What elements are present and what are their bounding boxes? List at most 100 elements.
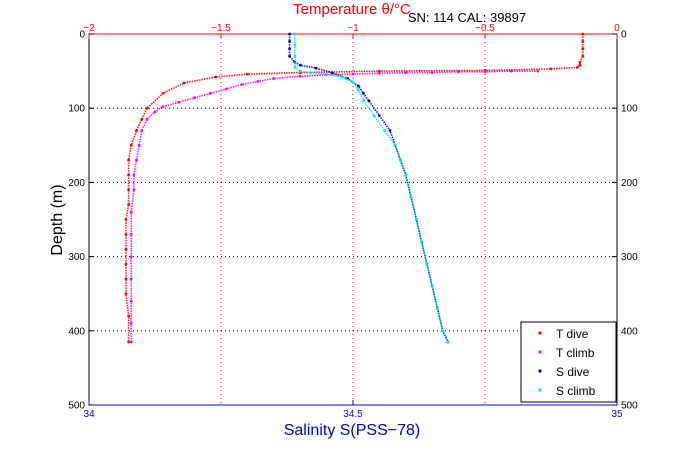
data-point (576, 66, 579, 69)
top-axis-title: Temperature θ/°C (293, 1, 411, 18)
data-point (420, 240, 423, 244)
data-point (578, 63, 582, 67)
data-point (135, 129, 138, 132)
data-point (132, 188, 136, 192)
data-point (129, 299, 133, 303)
data-point (145, 117, 149, 121)
data-point (132, 173, 136, 177)
y-axis-title: Depth (m) (49, 184, 66, 255)
data-point (127, 340, 130, 344)
data-point (293, 32, 297, 36)
data-point (536, 69, 540, 73)
series-s-climb (293, 32, 450, 344)
data-marks (124, 32, 585, 344)
data-point (124, 262, 128, 266)
left-tick-label: 500 (68, 401, 85, 412)
data-point (430, 284, 434, 288)
data-point (140, 117, 144, 121)
data-point (127, 173, 130, 177)
data-point (309, 71, 313, 74)
data-point (127, 188, 130, 192)
data-point (351, 80, 355, 84)
data-point (240, 83, 244, 86)
data-point (288, 40, 291, 43)
data-point (362, 92, 365, 95)
data-point (124, 218, 128, 221)
right-tick-label: 300 (621, 252, 638, 263)
serial-calibration-annotation: SN: 114 CAL: 39897 (408, 10, 526, 25)
data-point (399, 158, 402, 162)
data-point (214, 75, 218, 79)
data-point (288, 54, 291, 58)
data-point (581, 54, 585, 58)
data-point (256, 80, 260, 83)
left-tick-label: 300 (68, 252, 85, 263)
data-point (124, 292, 128, 296)
data-point (298, 63, 302, 67)
legend-label: T dive (556, 327, 589, 341)
left-tick-label: 400 (68, 326, 85, 337)
data-point (356, 88, 360, 92)
series-t-dive (124, 32, 585, 344)
data-point (393, 143, 397, 147)
data-point (127, 203, 130, 207)
bottom-axis-title: Salinity S(PSS−78) (284, 422, 421, 439)
data-point (483, 70, 487, 74)
top-tick-label: 0 (614, 23, 620, 34)
left-tick-label: 100 (68, 104, 85, 115)
data-point (124, 247, 128, 251)
data-point (177, 100, 181, 104)
data-point (127, 314, 130, 318)
data-point (140, 129, 144, 132)
left-tick-label: 200 (68, 178, 85, 189)
legend-label: S climb (556, 384, 596, 398)
data-point (298, 69, 302, 73)
data-point (161, 105, 165, 109)
legend-items: T dive T climb S dive S climb (538, 327, 596, 398)
data-point (415, 218, 418, 221)
data-point (549, 67, 553, 71)
right-tick-label: 100 (621, 104, 638, 115)
data-point (288, 47, 291, 51)
legend-label: T climb (556, 346, 595, 360)
data-point (129, 143, 133, 147)
data-point (581, 40, 585, 43)
grid (89, 34, 617, 405)
data-point (457, 70, 460, 74)
legend: T dive T climb S dive S climb (520, 321, 617, 403)
data-point (145, 106, 149, 110)
top-tick-label: −0.5 (475, 23, 495, 34)
left-tick-label: 0 (79, 30, 85, 41)
data-point (272, 77, 276, 80)
data-point (356, 84, 360, 88)
right-tick-label: 0 (621, 30, 627, 41)
data-point (367, 99, 371, 103)
data-point (124, 232, 128, 236)
data-point (446, 340, 450, 344)
data-point (378, 71, 381, 75)
series-trace (130, 70, 538, 342)
data-point (581, 32, 585, 36)
data-point (124, 277, 128, 281)
data-point (436, 307, 439, 310)
data-point (135, 158, 138, 162)
top-tick-label: −1 (347, 23, 359, 34)
data-point (378, 69, 381, 73)
data-point (341, 75, 344, 79)
data-point (224, 87, 228, 91)
data-point (404, 71, 408, 74)
data-point (129, 277, 133, 281)
data-point (372, 114, 376, 117)
data-point (129, 232, 133, 236)
data-point (137, 143, 141, 147)
data-point (362, 99, 365, 103)
data-point (330, 71, 334, 74)
data-point (153, 110, 157, 114)
legend-marker (538, 388, 542, 392)
data-point (441, 329, 445, 333)
data-point (182, 81, 186, 85)
top-tick-label: −1.5 (211, 23, 231, 34)
legend-box (520, 321, 617, 403)
